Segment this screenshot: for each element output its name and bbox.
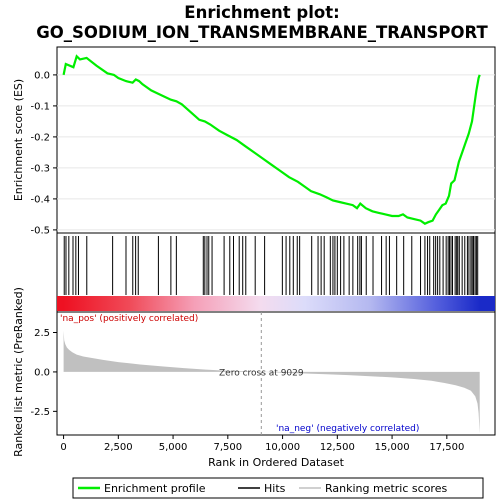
negative-correlation-label: 'na_neg' (negatively correlated) bbox=[276, 424, 419, 434]
ranking-heat-band bbox=[57, 296, 495, 311]
metric-y-tick-label: -2.5 bbox=[30, 407, 50, 418]
enrichment-profile-line bbox=[62, 54, 481, 225]
x-tick-label: 5,000 bbox=[159, 442, 188, 453]
legend-frame bbox=[72, 477, 484, 499]
metric-y-axis-label: Ranked list metric (PreRanked) bbox=[12, 287, 25, 457]
hits-panel bbox=[56, 232, 496, 313]
x-tick-label: 7,500 bbox=[213, 442, 242, 453]
zero-cross-label: Zero cross at 9029 bbox=[219, 368, 304, 378]
es-y-tick-label: -0.3 bbox=[30, 163, 50, 174]
x-axis-label: Rank in Ordered Dataset bbox=[208, 456, 345, 469]
metric-panel: 2.5 0.0 -2.5 Zero cross at 9029 'na_pos' (… bbox=[12, 287, 496, 457]
x-tick-label: 10,000 bbox=[265, 442, 300, 453]
x-tick-label: 12,500 bbox=[320, 442, 355, 453]
es-y-tick-label: -0.2 bbox=[30, 132, 50, 143]
es-y-tick-label: -0.4 bbox=[30, 194, 50, 205]
es-y-tick-label: -0.5 bbox=[30, 225, 50, 236]
legend-label-hits: Hits bbox=[264, 482, 286, 495]
chart-title-line-2: GO_SODIUM_ION_TRANSMEMBRANE_TRANSPORT bbox=[36, 23, 488, 42]
x-tick-label: 0 bbox=[60, 442, 66, 453]
es-y-tick-label: 0.0 bbox=[34, 70, 50, 81]
es-panel-frame bbox=[56, 46, 496, 234]
es-y-axis-label: Enrichment score (ES) bbox=[12, 79, 25, 201]
metric-y-tick-label: 0.0 bbox=[34, 367, 50, 378]
legend-label-enrichment-profile: Enrichment profile bbox=[104, 482, 206, 495]
es-y-tick-label: -0.1 bbox=[30, 101, 50, 112]
x-tick-label: 15,000 bbox=[375, 442, 410, 453]
legend-label-ranking-metric: Ranking metric scores bbox=[325, 482, 447, 495]
chart-title-line-1: Enrichment plot: bbox=[184, 3, 339, 22]
positive-correlation-label: 'na_pos' (positively correlated) bbox=[60, 314, 198, 324]
x-tick-label: 2,500 bbox=[104, 442, 133, 453]
metric-y-tick-label: 2.5 bbox=[34, 328, 50, 339]
x-tick-label: 17,500 bbox=[429, 442, 464, 453]
legend: Enrichment profile Hits Ranking metric s… bbox=[72, 477, 484, 499]
es-panel: 0.0 -0.1 -0.2 -0.3 -0.4 -0.5 Enrichment score… bbox=[12, 46, 496, 236]
